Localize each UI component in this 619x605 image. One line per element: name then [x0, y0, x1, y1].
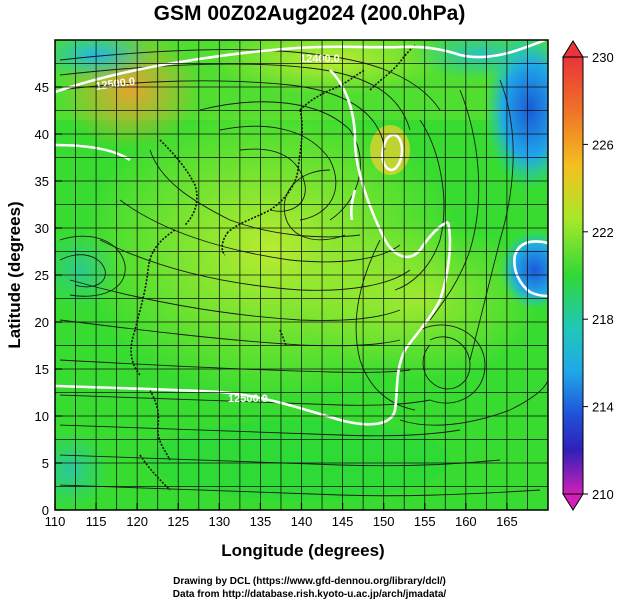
x-tick-label: 145	[332, 514, 354, 529]
x-tick-label: 135	[250, 514, 272, 529]
x-tick-label: 160	[455, 514, 477, 529]
y-tick-label: 5	[42, 456, 49, 471]
x-tick-label: 165	[496, 514, 518, 529]
y-tick-label: 30	[35, 221, 49, 236]
y-tick-label: 35	[35, 174, 49, 189]
y-tick-label: 40	[35, 127, 49, 142]
credits-line-2: Data from http://database.rish.kyoto-u.a…	[172, 589, 447, 600]
x-tick-label: 150	[373, 514, 395, 529]
y-tick-label: 15	[35, 362, 49, 377]
colorbar-scale	[562, 56, 584, 495]
colorbar-tick-label: 222	[592, 225, 614, 240]
credits-line-1: Drawing by DCL (https://www.gfd-dennou.o…	[173, 576, 446, 587]
x-axis: 110 115 120 125 130 135 140 145 150 155 160 165	[45, 503, 518, 529]
y-axis-title: Latitude (degrees)	[5, 201, 24, 348]
colorbar-top-arrow	[562, 40, 584, 58]
x-tick-label: 125	[167, 514, 189, 529]
grid-lines	[55, 40, 548, 510]
x-tick-label: 115	[86, 514, 107, 529]
y-tick-label: 45	[35, 80, 49, 95]
y-tick-label: 0	[42, 503, 49, 518]
colorbar-tick-label: 210	[592, 487, 614, 502]
coastlines	[130, 44, 416, 491]
x-axis-title: Longitude (degrees)	[221, 541, 384, 560]
colorbar: 230 226 222 218 214 210	[562, 40, 614, 511]
colorbar-bottom-arrow	[562, 493, 584, 511]
chart-title: GSM 00Z02Aug2024 (200.0hPa)	[153, 2, 466, 25]
x-tick-label: 120	[126, 514, 148, 529]
contour-label: 12500.0	[228, 393, 268, 405]
colorbar-tick-label: 230	[592, 50, 614, 65]
colorbar-tick-label: 226	[592, 137, 614, 152]
y-axis: 0 5 10 15 20 25 30 35 40 45	[35, 80, 62, 518]
x-tick-label: 140	[291, 514, 313, 529]
contour-label: 12500.0	[95, 76, 136, 93]
x-tick-label: 110	[45, 514, 66, 529]
y-tick-label: 20	[35, 315, 49, 330]
contour-label: 12400.0	[300, 53, 340, 65]
y-tick-label: 25	[35, 268, 49, 283]
colorbar-tick-label: 214	[592, 400, 614, 415]
x-tick-label: 155	[414, 514, 436, 529]
colorbar-tick-label: 218	[592, 312, 614, 327]
credits: Drawing by DCL (https://www.gfd-dennou.o…	[0, 575, 619, 601]
x-tick-label: 130	[208, 514, 230, 529]
streamlines	[59, 49, 548, 497]
y-tick-label: 10	[35, 409, 49, 424]
